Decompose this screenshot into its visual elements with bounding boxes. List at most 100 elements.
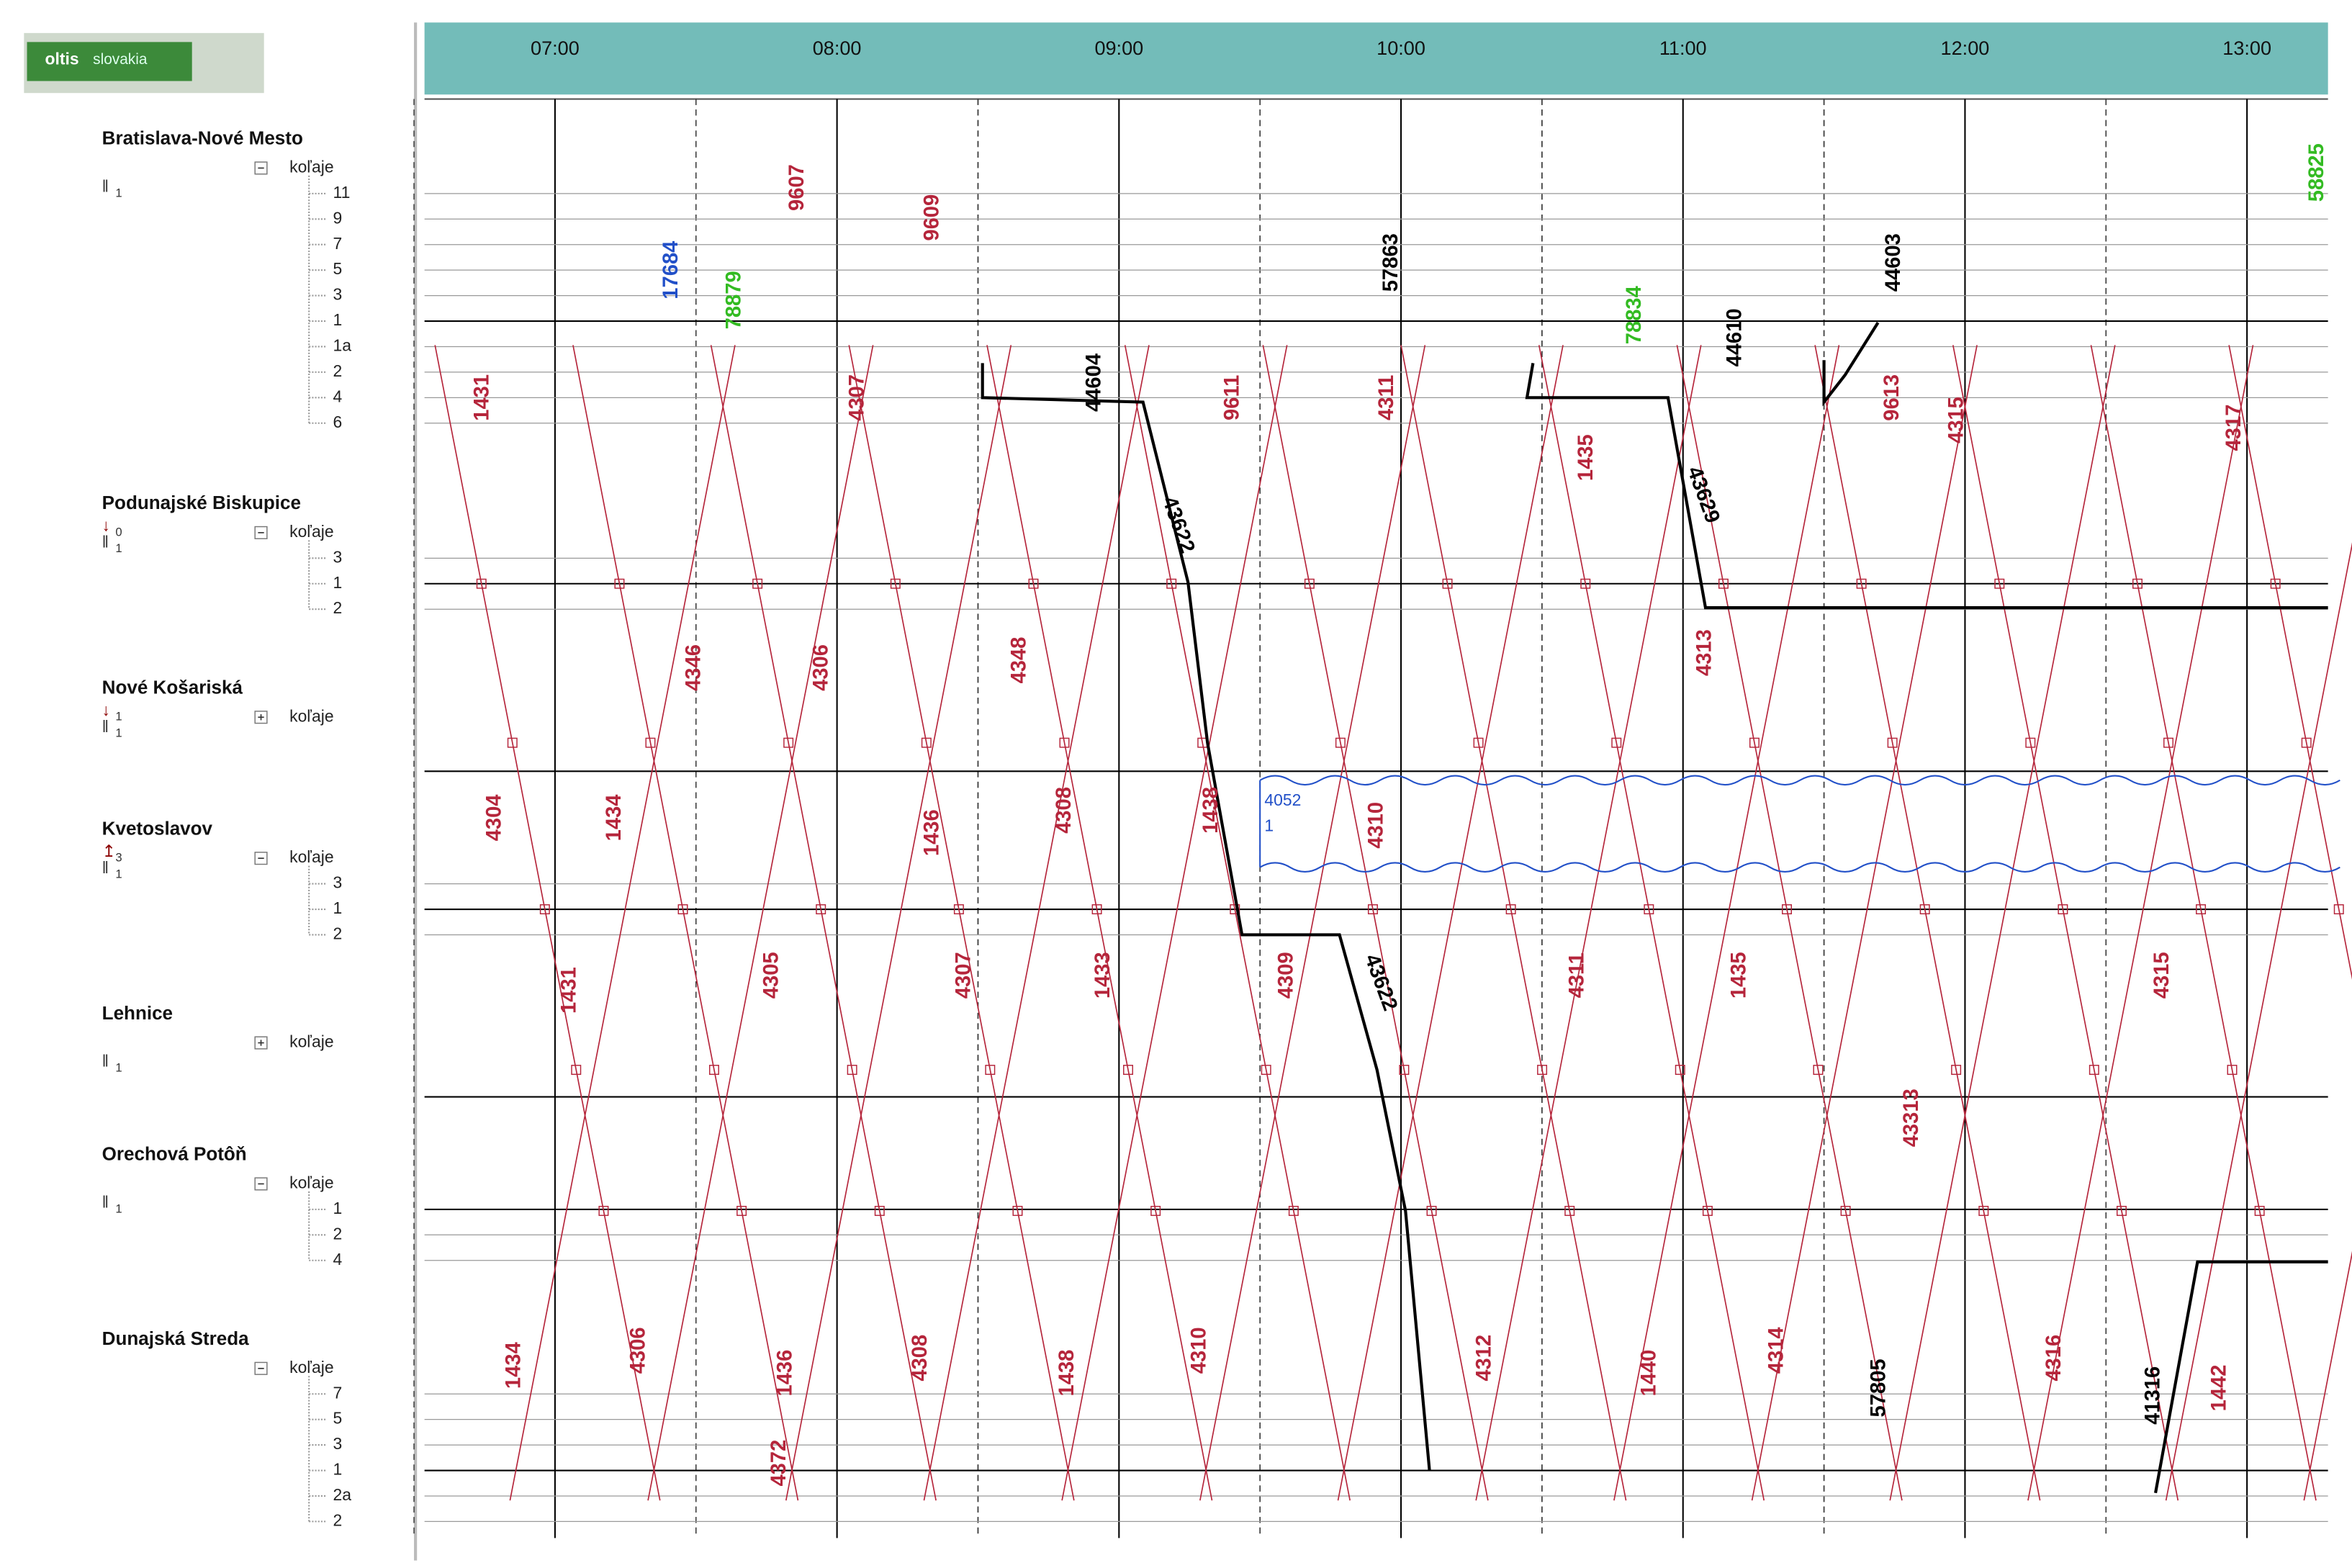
route-line [1400,345,1627,1501]
indicator-count: 0 [115,525,122,539]
route-line [647,345,874,1501]
stop-marker [2116,1205,2127,1216]
stop-marker [1123,1065,1133,1076]
track-label: 4 [333,1250,343,1269]
indicator-count: 1 [115,1060,122,1074]
stop-marker [1537,1065,1548,1076]
stop-marker [1304,578,1315,589]
stop-marker [1856,578,1867,589]
stop-marker [539,904,550,915]
indicator-count: 1 [115,186,122,199]
train-number: 1431 [471,374,494,421]
route-line [1124,345,1351,1501]
train-number: 1438 [1055,1350,1078,1397]
track-label: 3 [333,285,343,304]
track-label: 4 [333,387,343,405]
train-number: 1436 [921,809,944,856]
stop-marker [985,1065,996,1076]
time-label: 10:00 [1376,37,1425,59]
train-number: 4316 [2042,1335,2065,1382]
stop-marker [507,737,518,748]
routes [434,345,2352,1501]
time-label: 12:00 [1941,37,1990,59]
track-label: 3 [333,1434,343,1453]
train-number: 4315 [2150,952,2173,999]
stop-marker [1426,1205,1437,1216]
time-label: 11:00 [1659,37,1707,59]
group-label: koľaje [289,706,333,725]
route-line [2090,345,2317,1501]
stop-marker [645,737,656,748]
train-number: 4317 [2222,405,2245,451]
train-number: 1440 [1638,1350,1661,1397]
train-number: 78879 [723,271,746,329]
indicator-symbol: ǁ [102,717,109,736]
train-number: 4313 [1693,629,1716,676]
train-path [981,363,1431,1471]
route-line [710,345,937,1501]
stop-marker [1840,1205,1851,1216]
train-number: 9609 [921,194,944,241]
train-number: 4308 [909,1335,932,1382]
stop-marker [1994,578,2005,589]
route-line [509,345,736,1501]
train-number: 1434 [603,794,626,842]
time-header [424,22,2328,95]
stop-marker [1702,1205,1713,1216]
stop-marker [783,737,794,748]
station-name: Nové Košariská [102,677,243,698]
stop-marker [953,904,964,915]
closure-track: 1 [1264,816,1274,834]
train-number: 44610 [1723,308,1746,366]
train-number: 43313 [1900,1089,1923,1147]
closure-train: 4052 [1264,790,1301,809]
route-line [1952,345,2179,1501]
route-line [434,345,661,1501]
route-line [986,345,1213,1501]
train-number: 41316 [2142,1366,2165,1425]
stop-marker [1675,1065,1685,1076]
track-label: 1 [333,898,343,917]
train-number: 44603 [1882,233,1905,292]
train-number: 4306 [809,644,832,691]
track-label: 3 [333,873,343,892]
track-label: 2 [333,598,343,617]
stop-marker [1718,578,1729,589]
stop-marker [1749,737,1760,748]
closure-wave [1259,775,2340,786]
stop-marker [1887,737,1898,748]
stop-marker [677,904,688,915]
train-number: 57863 [1379,233,1402,292]
indicator-count: 1 [115,541,122,555]
stop-marker [1644,904,1654,915]
stop-marker [1473,737,1484,748]
train-number: 78834 [1623,285,1646,344]
track-label: 11 [333,183,351,202]
train-number: 4372 [767,1440,790,1487]
track-label: 2 [333,1224,343,1243]
stop-marker [1230,904,1240,915]
track-label: 5 [333,1409,343,1428]
station-name: Bratislava-Nové Mesto [102,127,303,149]
train-number: 4348 [1008,637,1031,684]
indicator-count: 3 [115,851,122,865]
stop-marker [1150,1205,1161,1216]
stop-marker [2089,1065,2099,1076]
train-number: 1438 [1199,787,1222,834]
time-label: 07:00 [531,37,580,59]
stop-marker [1564,1205,1575,1216]
train-number: 4307 [845,374,868,421]
stop-marker [1012,1205,1023,1216]
train-number: 4304 [482,794,505,842]
route-line [1676,345,1903,1501]
train-number: 4312 [1472,1335,1495,1382]
route-line [2027,345,2254,1501]
stop-marker [1505,904,1516,915]
route-line [1814,345,2041,1501]
stop-marker [708,1065,719,1076]
train-number: 4307 [952,952,975,999]
train-number: 1431 [557,967,580,1014]
track-label: 2 [333,924,343,943]
closure-wave [1259,862,2340,873]
